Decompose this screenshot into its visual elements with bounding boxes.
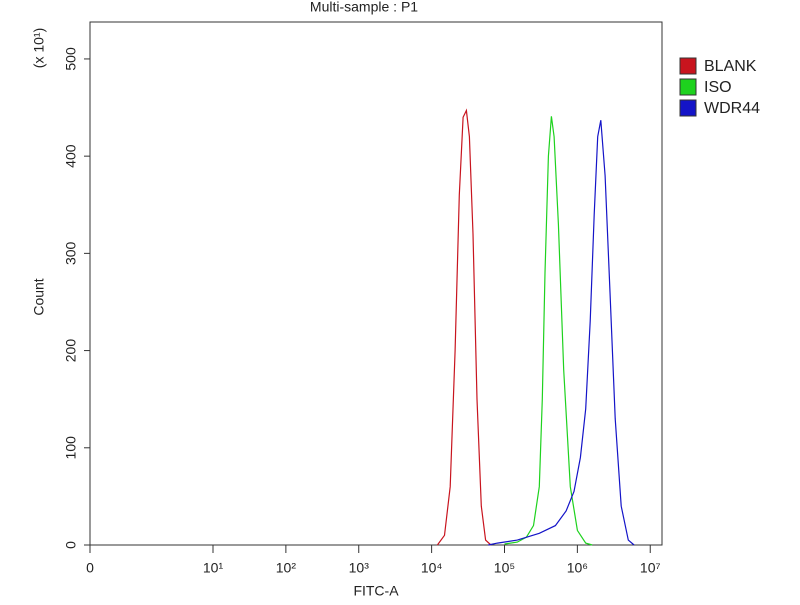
legend-label: ISO bbox=[704, 79, 732, 96]
y-tick-label: 200 bbox=[63, 339, 79, 363]
legend-label: BLANK bbox=[704, 58, 757, 75]
chart-title: Multi-sample : P1 bbox=[310, 0, 418, 15]
legend-label: WDR44 bbox=[704, 100, 760, 117]
y-tick-label: 100 bbox=[63, 436, 79, 460]
y-multiplier: (x 10¹) bbox=[31, 28, 47, 68]
x-tick-label: 10⁷ bbox=[640, 560, 661, 576]
x-tick-label: 10² bbox=[276, 560, 297, 576]
y-tick-label: 400 bbox=[63, 144, 79, 168]
x-tick-label: 10⁴ bbox=[421, 560, 443, 576]
legend-swatch bbox=[679, 78, 697, 96]
y-tick-label: 300 bbox=[63, 241, 79, 265]
x-tick-label: 10³ bbox=[349, 560, 370, 576]
histogram-line bbox=[504, 116, 593, 546]
legend-swatch bbox=[679, 57, 697, 75]
histogram-line bbox=[488, 120, 635, 546]
x-tick-label: 0 bbox=[86, 560, 94, 576]
histogram-line bbox=[436, 108, 492, 546]
x-axis-label: FITC-A bbox=[353, 583, 399, 599]
x-tick-label: 10⁶ bbox=[567, 560, 588, 576]
x-tick-label: 10¹ bbox=[203, 560, 224, 576]
x-tick-label: 10⁵ bbox=[494, 560, 515, 576]
y-axis-label: Count bbox=[31, 278, 47, 315]
legend-swatch bbox=[679, 99, 697, 117]
plot-frame bbox=[89, 21, 663, 546]
y-tick-label: 500 bbox=[63, 47, 79, 71]
y-tick-label: 0 bbox=[63, 541, 79, 549]
